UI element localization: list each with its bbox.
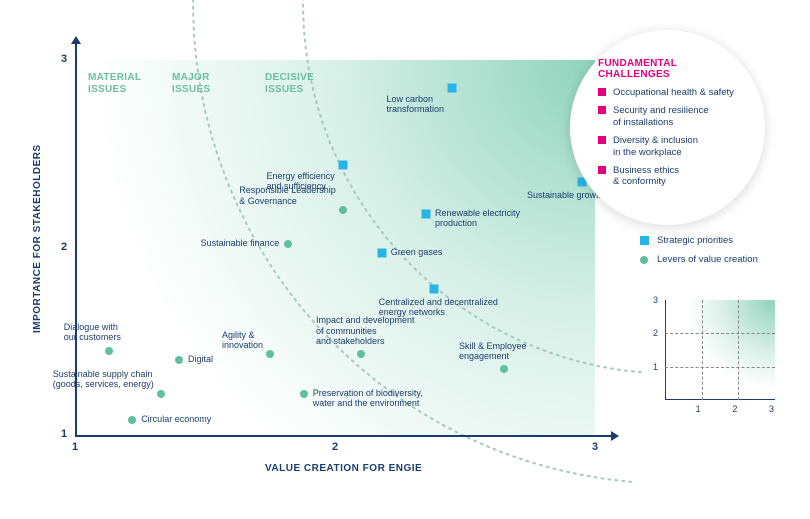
square-icon [598,88,606,96]
mini-chart: 112233 [665,300,775,400]
data-point [175,356,183,364]
x-axis [75,435,613,437]
mini-x-tick: 1 [696,404,701,414]
data-point-label: Circular economy [141,414,211,424]
data-point-label: Green gases [391,247,443,257]
y-tick: 2 [61,241,67,253]
bubble-item-label: Business ethics & conformity [613,165,679,188]
bubble-title: FUNDAMENTAL CHALLENGES [598,58,743,80]
mini-x-tick: 2 [732,404,737,414]
square-icon [598,106,606,114]
data-point [338,161,347,170]
data-point [339,206,347,214]
data-point [422,209,431,218]
y-tick: 3 [61,53,67,65]
data-point-label: Impact and development of communities an… [316,315,415,346]
data-point [448,84,457,93]
bubble-item: Diversity & inclusion in the workplace [598,135,743,158]
bubble-item-label: Diversity & inclusion in the workplace [613,135,698,158]
data-point-label: Skill & Employee engagement [459,341,527,362]
y-axis-label: IMPORTANCE FOR STAKEHOLDERS [32,144,43,333]
legend-priority: Strategic priorities [640,235,758,246]
data-point [500,365,508,373]
data-point-label: Agility & innovation [222,330,263,351]
legend-lever: Levers of value creation [640,254,758,265]
region-decisive: DECISIVE ISSUES [265,72,314,96]
legend-lever-label: Levers of value creation [657,254,758,265]
data-point-label: Digital [188,354,213,364]
data-point-label: Renewable electricity production [435,208,520,229]
data-point-label: Sustainable growth [527,190,604,200]
data-point [128,416,136,424]
y-tick: 1 [61,428,67,440]
mini-y-tick: 2 [653,328,658,338]
data-point-label: Centralized and decentralized energy net… [379,297,498,318]
x-tick: 1 [72,441,78,453]
square-icon [598,166,606,174]
data-point [105,347,113,355]
bubble-item: Business ethics & conformity [598,165,743,188]
region-material: MATERIAL ISSUES [88,72,141,96]
data-point-label: Preservation of biodiversity, water and … [313,388,423,409]
data-point [266,350,274,358]
x-tick: 2 [332,441,338,453]
mini-y-tick: 1 [653,362,658,372]
data-point-label: Dialogue with our customers [64,322,121,343]
bubble-item: Security and resilience of installations [598,105,743,128]
data-point [377,249,386,258]
data-point [284,240,292,248]
x-axis-label: VALUE CREATION FOR ENGIE [265,463,422,474]
x-tick: 3 [592,441,598,453]
bubble-item-label: Security and resilience of installations [613,105,709,128]
x-axis-arrow [611,431,619,441]
data-point-label: Responsible Leadership & Governance [239,185,336,206]
data-point [429,284,438,293]
mini-y-tick: 3 [653,295,658,305]
mini-x-tick: 3 [769,404,774,414]
challenges-bubble: FUNDAMENTAL CHALLENGES Occupational heal… [570,30,765,225]
mini-shade [665,300,775,400]
square-icon [598,136,606,144]
data-point-label: Sustainable finance [201,238,280,248]
legend-priority-label: Strategic priorities [657,235,733,246]
data-point-label: Sustainable supply chain (goods, service… [53,369,154,390]
y-axis-arrow [71,36,81,44]
data-point [300,390,308,398]
data-point-label: Low carbon transformation [386,94,444,115]
bubble-item-label: Occupational health & safety [613,87,734,98]
data-point [157,390,165,398]
region-major: MAJOR ISSUES [172,72,210,96]
legend: Strategic priorities Levers of value cre… [640,235,758,273]
data-point [357,350,365,358]
bubble-item: Occupational health & safety [598,87,743,98]
